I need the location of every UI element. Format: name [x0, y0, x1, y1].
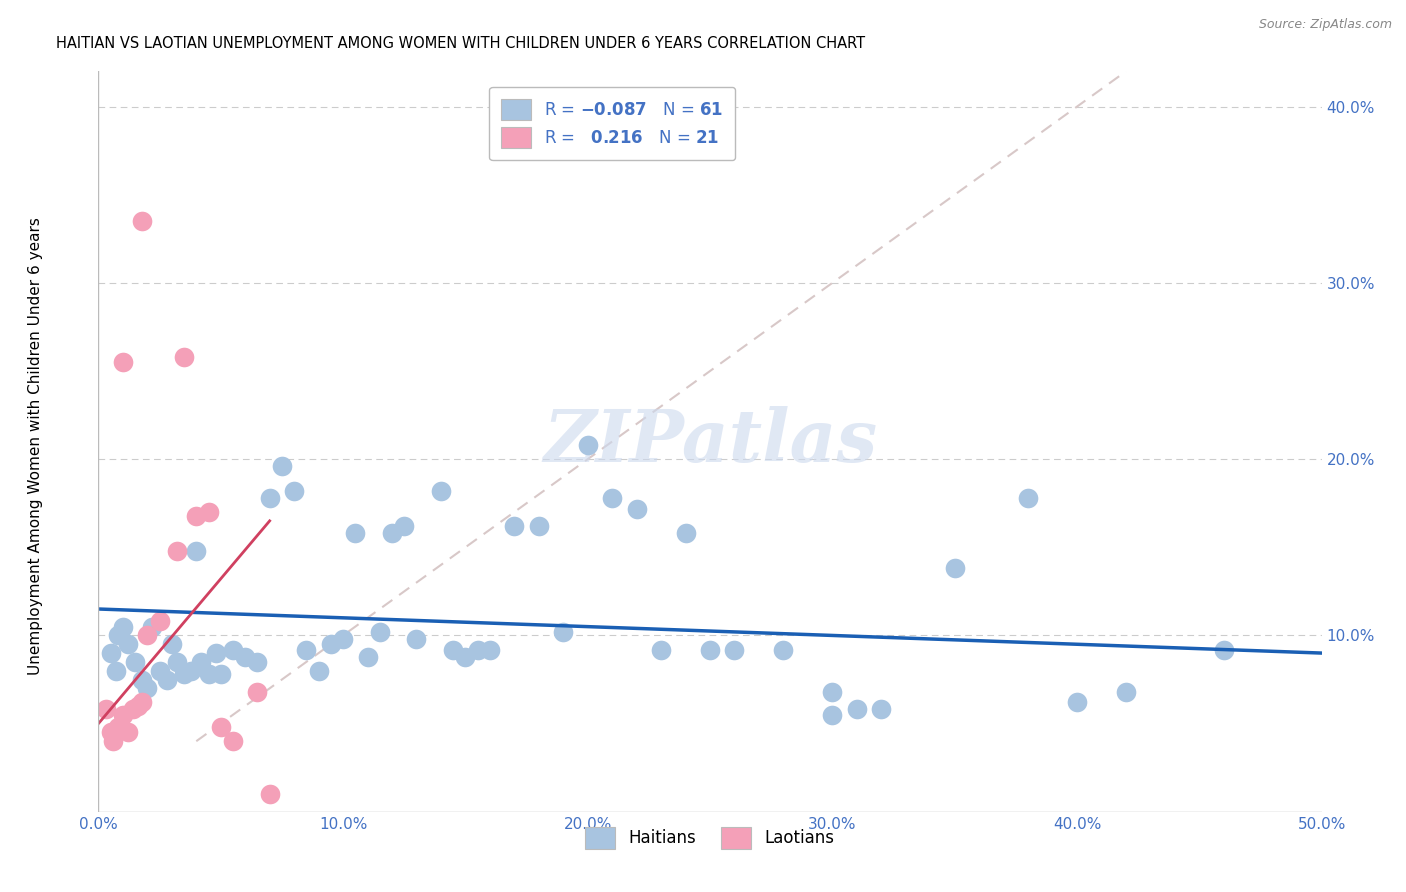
Text: Unemployment Among Women with Children Under 6 years: Unemployment Among Women with Children U…: [28, 217, 42, 675]
Point: [233, 649, 256, 664]
Point: [136, 681, 159, 696]
Point: [259, 491, 281, 505]
Point: [699, 642, 721, 657]
Point: [117, 637, 139, 651]
Point: [1017, 491, 1039, 505]
Point: [111, 707, 134, 722]
Point: [430, 483, 453, 498]
Point: [222, 734, 245, 748]
Text: HAITIAN VS LAOTIAN UNEMPLOYMENT AMONG WOMEN WITH CHILDREN UNDER 6 YEARS CORRELAT: HAITIAN VS LAOTIAN UNEMPLOYMENT AMONG WO…: [56, 36, 865, 51]
Point: [870, 702, 893, 716]
Point: [127, 698, 149, 713]
Point: [180, 664, 202, 678]
Point: [149, 615, 172, 629]
Point: [821, 707, 844, 722]
Point: [131, 673, 153, 687]
Point: [104, 664, 127, 678]
Point: [100, 725, 122, 739]
Point: [209, 720, 232, 734]
Point: [101, 734, 124, 748]
Point: [405, 632, 427, 646]
Point: [1066, 695, 1088, 709]
Point: [222, 642, 245, 657]
Point: [467, 642, 489, 657]
Point: [319, 637, 342, 651]
Point: [166, 544, 188, 558]
Point: [943, 561, 966, 575]
Point: [650, 642, 672, 657]
Point: [576, 438, 599, 452]
Point: [246, 655, 269, 669]
Point: [166, 655, 188, 669]
Point: [772, 642, 794, 657]
Point: [190, 655, 212, 669]
Point: [1212, 642, 1234, 657]
Point: [295, 642, 318, 657]
Point: [197, 667, 219, 681]
Point: [344, 526, 367, 541]
Point: [160, 637, 183, 651]
Point: [205, 646, 228, 660]
Point: [308, 664, 330, 678]
Point: [246, 685, 269, 699]
Point: [454, 649, 477, 664]
Point: [723, 642, 745, 657]
Point: [173, 667, 195, 681]
Point: [845, 702, 868, 716]
Point: [111, 355, 134, 369]
Point: [173, 350, 195, 364]
Point: [107, 720, 129, 734]
Point: [124, 655, 146, 669]
Point: [121, 702, 143, 716]
Point: [259, 787, 281, 801]
Point: [186, 544, 208, 558]
Point: [368, 624, 391, 639]
Point: [149, 664, 172, 678]
Point: [141, 619, 163, 633]
Point: [381, 526, 404, 541]
Text: Source: ZipAtlas.com: Source: ZipAtlas.com: [1258, 18, 1392, 31]
Point: [675, 526, 697, 541]
Point: [553, 624, 575, 639]
Point: [131, 695, 153, 709]
Point: [441, 642, 464, 657]
Point: [478, 642, 501, 657]
Point: [117, 725, 139, 739]
Point: [821, 685, 844, 699]
Point: [1115, 685, 1137, 699]
Point: [270, 459, 294, 474]
Point: [136, 628, 159, 642]
Point: [356, 649, 378, 664]
Point: [209, 667, 232, 681]
Text: ZIPatlas: ZIPatlas: [543, 406, 877, 477]
Point: [626, 501, 648, 516]
Point: [600, 491, 623, 505]
Point: [332, 632, 354, 646]
Point: [503, 519, 526, 533]
Point: [283, 483, 305, 498]
Point: [527, 519, 550, 533]
Point: [131, 214, 153, 228]
Point: [197, 505, 219, 519]
Point: [186, 508, 208, 523]
Point: [392, 519, 416, 533]
Point: [94, 702, 117, 716]
Legend: Haitians, Laotians: Haitians, Laotians: [579, 821, 841, 855]
Point: [107, 628, 129, 642]
Point: [111, 619, 134, 633]
Point: [100, 646, 122, 660]
Point: [156, 673, 179, 687]
